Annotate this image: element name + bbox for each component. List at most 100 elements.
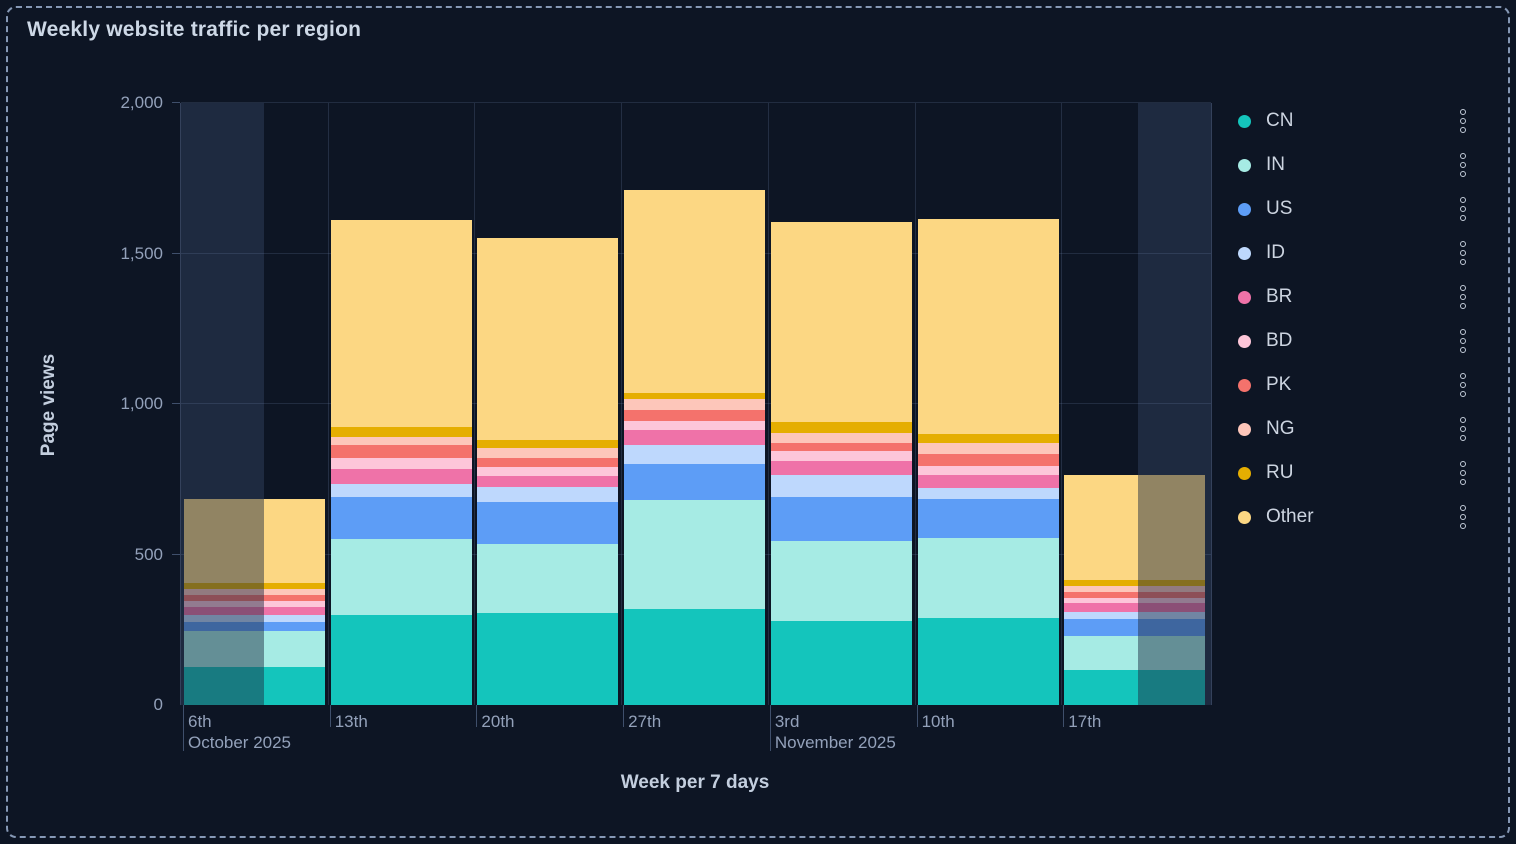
bar-segment-ru-17th[interactable] bbox=[1064, 580, 1206, 587]
legend-label-other[interactable]: Other bbox=[1266, 506, 1314, 527]
bar-segment-ng-10th[interactable] bbox=[917, 443, 1059, 454]
bar-segment-cn-13th[interactable] bbox=[330, 614, 472, 705]
legend-menu-kebab-icon[interactable] bbox=[1460, 197, 1466, 221]
legend-item-pk: PK bbox=[1238, 363, 1478, 407]
bar-segment-us-6th[interactable] bbox=[184, 622, 325, 632]
bar-segment-pk-27th[interactable] bbox=[624, 410, 766, 421]
legend-menu-kebab-icon[interactable] bbox=[1460, 461, 1466, 485]
bar-segment-cn-10th[interactable] bbox=[917, 617, 1059, 705]
bar-segment-in-13th[interactable] bbox=[330, 539, 472, 615]
bar-segment-in-3rd[interactable] bbox=[770, 540, 912, 621]
bar-segment-cn-20th[interactable] bbox=[477, 613, 619, 705]
bar-segment-other-27th[interactable] bbox=[624, 190, 766, 394]
legend-label-cn[interactable]: CN bbox=[1266, 110, 1294, 131]
legend-menu-kebab-icon[interactable] bbox=[1460, 417, 1466, 441]
legend-item-id: ID bbox=[1238, 231, 1478, 275]
bar-segment-bd-17th[interactable] bbox=[1064, 598, 1206, 603]
bar-segment-in-6th[interactable] bbox=[184, 631, 325, 668]
bar-segment-other-10th[interactable] bbox=[917, 218, 1059, 435]
bar-segment-id-17th[interactable] bbox=[1064, 611, 1206, 620]
bar-segment-ru-3rd[interactable] bbox=[770, 422, 912, 433]
bar-segment-other-20th[interactable] bbox=[477, 238, 619, 441]
legend-color-dot bbox=[1238, 290, 1251, 304]
x-tick-label: 27th bbox=[628, 712, 662, 731]
legend-item-cn: CN bbox=[1238, 99, 1478, 143]
y-tick-mark bbox=[172, 403, 180, 404]
bar-segment-bd-20th[interactable] bbox=[477, 467, 619, 477]
bar-segment-ng-13th[interactable] bbox=[330, 437, 472, 445]
bar-segment-in-20th[interactable] bbox=[477, 543, 619, 614]
legend-menu-kebab-icon[interactable] bbox=[1460, 505, 1466, 529]
bar-segment-id-27th[interactable] bbox=[624, 444, 766, 465]
bar-segment-bd-13th[interactable] bbox=[330, 458, 472, 469]
bar-segment-br-3rd[interactable] bbox=[770, 461, 912, 475]
bar-segment-br-13th[interactable] bbox=[330, 468, 472, 484]
bar-segment-cn-6th[interactable] bbox=[184, 667, 325, 705]
x-tick-mark bbox=[183, 705, 184, 751]
bar-segment-pk-20th[interactable] bbox=[477, 458, 619, 468]
bar-segment-us-20th[interactable] bbox=[477, 501, 619, 544]
bar-segment-other-6th[interactable] bbox=[184, 498, 325, 584]
bar-segment-ru-27th[interactable] bbox=[624, 393, 766, 400]
bar-segment-cn-27th[interactable] bbox=[624, 608, 766, 705]
bar-segment-pk-10th[interactable] bbox=[917, 453, 1059, 466]
bar-segment-br-6th[interactable] bbox=[184, 607, 325, 615]
bar-segment-cn-17th[interactable] bbox=[1064, 670, 1206, 705]
legend-menu-kebab-icon[interactable] bbox=[1460, 109, 1466, 133]
x-tick-mark bbox=[476, 705, 478, 727]
legend-menu-kebab-icon[interactable] bbox=[1460, 329, 1466, 353]
bar-segment-ru-13th[interactable] bbox=[330, 426, 472, 438]
bar-segment-other-3rd[interactable] bbox=[770, 221, 912, 423]
bar-segment-us-17th[interactable] bbox=[1064, 619, 1206, 636]
bar-segment-ng-6th[interactable] bbox=[184, 589, 325, 596]
bar-segment-br-27th[interactable] bbox=[624, 429, 766, 445]
legend-label-ru[interactable]: RU bbox=[1266, 462, 1294, 483]
bar-segment-bd-6th[interactable] bbox=[184, 601, 325, 608]
x-tick-label: 13th bbox=[334, 712, 368, 731]
bar-segment-in-10th[interactable] bbox=[917, 537, 1059, 618]
bar-segment-cn-3rd[interactable] bbox=[770, 620, 912, 705]
bar-segment-br-10th[interactable] bbox=[917, 474, 1059, 489]
bar-segment-us-3rd[interactable] bbox=[770, 497, 912, 541]
bar-segment-us-10th[interactable] bbox=[917, 498, 1059, 538]
bar-segment-ng-27th[interactable] bbox=[624, 399, 766, 411]
bar-segment-id-6th[interactable] bbox=[184, 614, 325, 623]
legend-item-ng: NG bbox=[1238, 407, 1478, 451]
bar-segment-us-13th[interactable] bbox=[330, 497, 472, 540]
legend-label-pk[interactable]: PK bbox=[1266, 374, 1292, 395]
bar-segment-in-17th[interactable] bbox=[1064, 635, 1206, 671]
bar-segment-ru-20th[interactable] bbox=[477, 440, 619, 448]
bar-segment-bd-3rd[interactable] bbox=[770, 450, 912, 462]
bar-segment-us-27th[interactable] bbox=[624, 464, 766, 501]
legend-label-id[interactable]: ID bbox=[1266, 242, 1285, 263]
bar-segment-other-17th[interactable] bbox=[1064, 474, 1206, 581]
legend-label-bd[interactable]: BD bbox=[1266, 330, 1293, 351]
legend-label-us[interactable]: US bbox=[1266, 198, 1293, 219]
bar-segment-ng-17th[interactable] bbox=[1064, 586, 1206, 593]
bar-segment-ng-3rd[interactable] bbox=[770, 432, 912, 444]
legend-menu-kebab-icon[interactable] bbox=[1460, 241, 1466, 265]
bar-segment-pk-6th[interactable] bbox=[184, 595, 325, 602]
bar-segment-pk-3rd[interactable] bbox=[770, 443, 912, 451]
bar-segment-br-20th[interactable] bbox=[477, 476, 619, 487]
bar-segment-bd-10th[interactable] bbox=[917, 465, 1059, 475]
bar-segment-ru-6th[interactable] bbox=[184, 583, 325, 590]
bar-segment-bd-27th[interactable] bbox=[624, 420, 766, 430]
bar-segment-id-3rd[interactable] bbox=[770, 474, 912, 498]
bar-segment-in-27th[interactable] bbox=[624, 500, 766, 609]
bar-segment-pk-13th[interactable] bbox=[330, 444, 472, 459]
legend-menu-kebab-icon[interactable] bbox=[1460, 373, 1466, 397]
bar-segment-br-17th[interactable] bbox=[1064, 602, 1206, 612]
bar-segment-ru-10th[interactable] bbox=[917, 434, 1059, 444]
legend-label-br[interactable]: BR bbox=[1266, 286, 1293, 307]
bar-segment-ng-20th[interactable] bbox=[477, 447, 619, 459]
bar-segment-other-13th[interactable] bbox=[330, 220, 472, 427]
bar-segment-id-20th[interactable] bbox=[477, 486, 619, 502]
legend-label-in[interactable]: IN bbox=[1266, 154, 1285, 175]
bar-segment-id-10th[interactable] bbox=[917, 488, 1059, 499]
legend-menu-kebab-icon[interactable] bbox=[1460, 285, 1466, 309]
legend-label-ng[interactable]: NG bbox=[1266, 418, 1295, 439]
legend-menu-kebab-icon[interactable] bbox=[1460, 153, 1466, 177]
bar-segment-pk-17th[interactable] bbox=[1064, 592, 1206, 599]
bar-segment-id-13th[interactable] bbox=[330, 483, 472, 498]
